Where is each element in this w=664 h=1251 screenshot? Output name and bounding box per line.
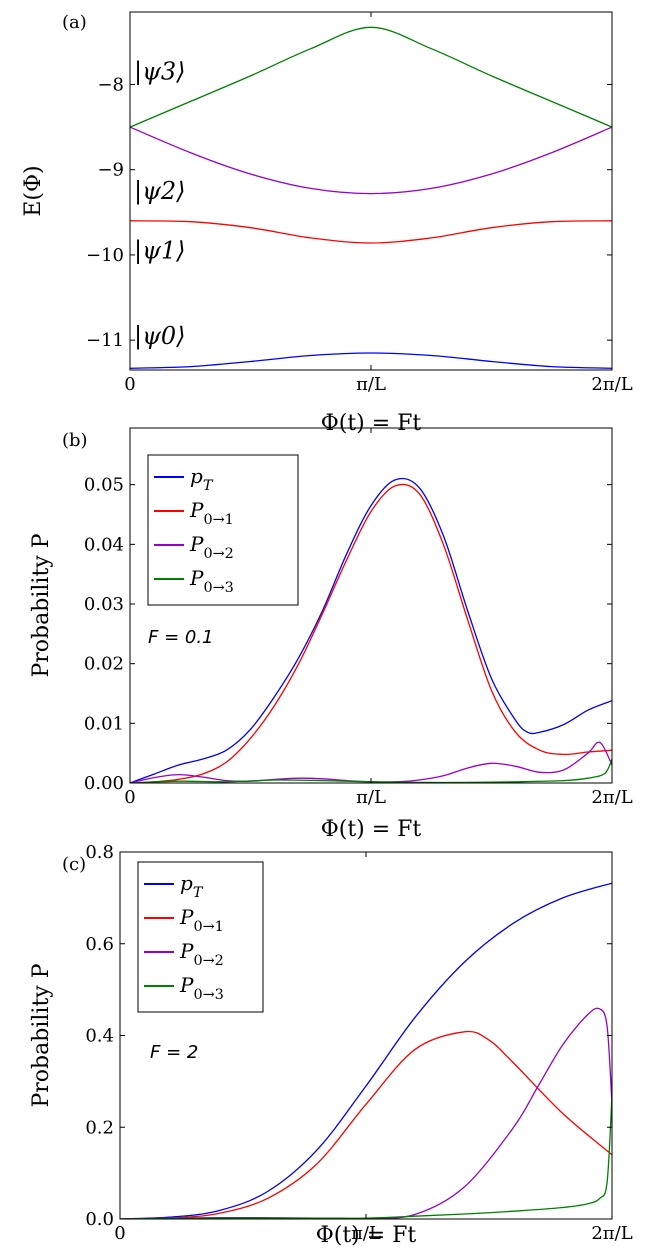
annotation: F = 0.1	[148, 627, 214, 648]
series-line-1	[130, 483, 612, 783]
series-line-0	[130, 352, 612, 369]
y-axis-label: E(Φ)	[21, 165, 46, 216]
panel-label: (b)	[62, 430, 88, 451]
axes-frame	[129, 11, 613, 371]
y-tick-label: 0.01	[84, 713, 124, 734]
x-tick-label: 0	[124, 787, 135, 808]
x-tick-label: 2π/L	[591, 374, 632, 395]
y-axis-label: Probability P	[29, 533, 54, 677]
series-line-3	[130, 758, 612, 783]
panel-label: (c)	[62, 854, 86, 875]
series-line-2	[120, 1007, 612, 1219]
series-line-0	[130, 477, 612, 783]
x-axis-label: Φ(t) = Ft	[316, 1223, 417, 1248]
y-tick-label: −8	[97, 74, 124, 95]
legend-entry: P0→1	[179, 905, 224, 935]
y-tick-label: 0.2	[85, 1117, 114, 1138]
series-line-1	[120, 1030, 612, 1219]
y-tick-label: 0.6	[85, 934, 114, 955]
state-label: |ψ3⟩	[134, 58, 186, 87]
series-line-0	[120, 882, 612, 1219]
legend-entry: P0→2	[179, 939, 224, 969]
series-line-2	[130, 126, 612, 195]
legend-entry: pT	[190, 464, 214, 494]
chart-panel-c: 0 π/L 2π/L 0.0 0.2 0.4 0.6 0.8 Φ(t) = Ft Probabil…	[29, 842, 633, 1248]
chart-panel-a: 0 π/L 2π/L−8−9−10−11Φ(t) = FtE(Φ)(a)|ψ3⟩|ψ…	[21, 11, 633, 436]
legend-entry: P0→1	[189, 498, 234, 528]
panel-label: (a)	[62, 12, 87, 33]
y-axis-label: Probability P	[29, 963, 54, 1107]
y-tick-label: −10	[86, 245, 124, 266]
legend-entry: P0→3	[189, 566, 234, 596]
y-tick-label: 0.0	[85, 1209, 114, 1230]
state-label: |ψ2⟩	[134, 177, 186, 206]
series-line-1	[130, 220, 612, 244]
x-axis-label: Φ(t) = Ft	[321, 817, 422, 842]
y-tick-label: 0.00	[84, 773, 124, 794]
y-tick-label: 0.03	[84, 594, 124, 615]
x-tick-label: 0	[124, 374, 135, 395]
x-tick-label: 0	[114, 1223, 125, 1244]
y-tick-label: 0.04	[84, 534, 124, 555]
x-tick-label: π/L	[356, 374, 386, 395]
legend-entry: pT	[180, 871, 204, 901]
plot-area	[120, 882, 612, 1219]
plot-area	[130, 477, 612, 783]
legend: pT P0→1 P0→2 P0→3	[147, 454, 299, 606]
y-tick-label: 0.02	[84, 654, 124, 675]
state-label: |ψ1⟩	[134, 237, 186, 266]
legend: pT P0→1 P0→2 P0→3	[137, 861, 264, 1013]
x-tick-label: 2π/L	[591, 787, 632, 808]
annotation: F = 2	[150, 1042, 198, 1063]
series-line-3	[120, 1095, 612, 1219]
series-line-2	[130, 741, 612, 783]
x-tick-label: π/L	[351, 1223, 381, 1244]
legend-entry: P0→3	[179, 973, 224, 1003]
y-tick-label: 0.8	[85, 842, 114, 863]
x-tick-label: 2π/L	[591, 1223, 632, 1244]
x-tick-label: π/L	[356, 787, 386, 808]
chart-panel-b: 0 π/L 2π/L 0.00 0.01 0.02 0.03 0.04 0.05 Φ(t) = F…	[29, 427, 633, 842]
legend-entry: P0→2	[189, 532, 234, 562]
y-tick-label: 0.4	[85, 1026, 114, 1047]
y-tick-label: −9	[97, 160, 124, 181]
series-line-3	[130, 26, 612, 128]
state-label: |ψ0⟩	[134, 322, 186, 351]
y-tick-label: 0.05	[84, 475, 124, 496]
y-tick-label: −11	[86, 330, 124, 351]
plot-area	[130, 26, 612, 369]
